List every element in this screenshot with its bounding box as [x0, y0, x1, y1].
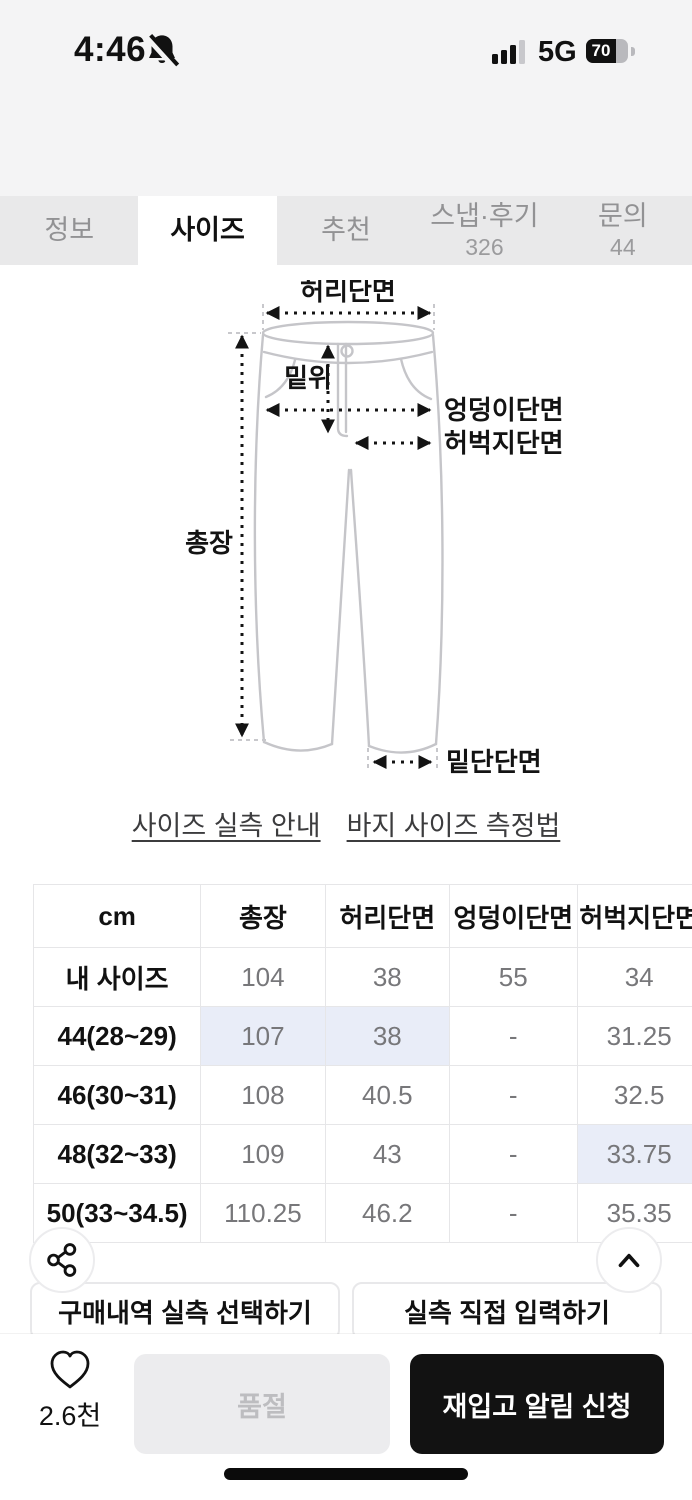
- scroll-to-top-button[interactable]: [596, 1227, 662, 1293]
- pants-measurement-diagram: 허리단면 밑위 엉덩이단면 허벅지단면 총장 밑단단면: [185, 280, 564, 777]
- pants-measure-method-link[interactable]: 바지 사이즈 측정법: [346, 811, 561, 841]
- inquiry-count: 44: [610, 234, 636, 261]
- rise-label: 밑위: [284, 363, 332, 393]
- table-row-my-size: 내 사이즈 104 38 55 34: [32, 947, 692, 1007]
- select-purchase-measure-button[interactable]: 구매내역 실측 선택하기: [30, 1282, 340, 1340]
- network-type: 5G: [538, 36, 577, 68]
- table-header-row: cm 총장 허리단면 엉덩이단면 허벅지단면: [32, 884, 692, 948]
- soldout-button: 품절: [134, 1354, 390, 1454]
- col-header-hip: 엉덩이단면: [448, 884, 578, 948]
- table-row-50: 50(33~34.5) 110.25 46.2 - 35.35: [32, 1183, 692, 1243]
- col-header-length: 총장: [200, 884, 326, 948]
- hip-label: 엉덩이단면: [444, 395, 564, 425]
- table-row-46: 46(30~31) 108 40.5 - 32.5: [32, 1065, 692, 1125]
- tab-inquiry[interactable]: 문의 44: [553, 196, 692, 265]
- reviews-count: 326: [465, 234, 504, 261]
- size-measure-guide-link[interactable]: 사이즈 실측 안내: [131, 811, 321, 841]
- col-header-unit: cm: [32, 884, 202, 948]
- col-header-waist: 허리단면: [324, 884, 450, 948]
- battery-percent: 70: [591, 41, 611, 60]
- pants-outline: [253, 320, 444, 754]
- chevron-up-icon: [618, 1253, 640, 1268]
- tab-size[interactable]: 사이즈: [138, 196, 277, 265]
- top-background: [0, 0, 692, 196]
- size-guide-links: 사이즈 실측 안내 바지 사이즈 측정법: [0, 804, 692, 843]
- hem-label: 밑단단면: [446, 747, 542, 777]
- size-table: cm 총장 허리단면 엉덩이단면 허벅지단면 내 사이즈 104 38 55 3…: [32, 884, 692, 1243]
- thigh-label: 허벅지단면: [444, 428, 564, 458]
- tab-bar: 정보 사이즈 추천 스냅·후기 326 문의 44: [0, 196, 692, 265]
- table-row-44: 44(28~29) 107 38 - 31.25: [32, 1006, 692, 1066]
- table-row-48: 48(32~33) 109 43 - 33.75: [32, 1124, 692, 1184]
- like-count: 2.6천: [38, 1401, 102, 1431]
- heart-icon: [50, 1350, 90, 1389]
- length-label: 총장: [185, 528, 233, 558]
- like-button[interactable]: 2.6천: [34, 1346, 106, 1433]
- status-bar: 4:46 5G 70: [0, 0, 692, 90]
- col-header-thigh: 허벅지단면: [576, 884, 692, 948]
- tab-recommend[interactable]: 추천: [276, 196, 416, 265]
- tab-info[interactable]: 정보: [0, 196, 139, 265]
- restock-alert-button[interactable]: 재입고 알림 신청: [410, 1354, 664, 1454]
- battery-nub: [631, 47, 635, 56]
- home-indicator: [224, 1468, 468, 1480]
- tab-reviews[interactable]: 스냅·후기 326: [415, 196, 554, 265]
- notifications-muted-icon: [145, 33, 180, 70]
- guide-lines: [228, 304, 438, 772]
- share-icon: [47, 1243, 77, 1277]
- measurement-arrows: [235, 306, 433, 769]
- waist-label: 허리단면: [300, 280, 396, 306]
- signal-strength-icon: [492, 40, 528, 64]
- battery-icon: 70: [586, 39, 628, 63]
- share-button[interactable]: [29, 1227, 95, 1293]
- manual-measure-input-button[interactable]: 실측 직접 입력하기: [352, 1282, 662, 1340]
- status-time: 4:46: [74, 30, 147, 69]
- nav-bar: 8: [0, 90, 692, 263]
